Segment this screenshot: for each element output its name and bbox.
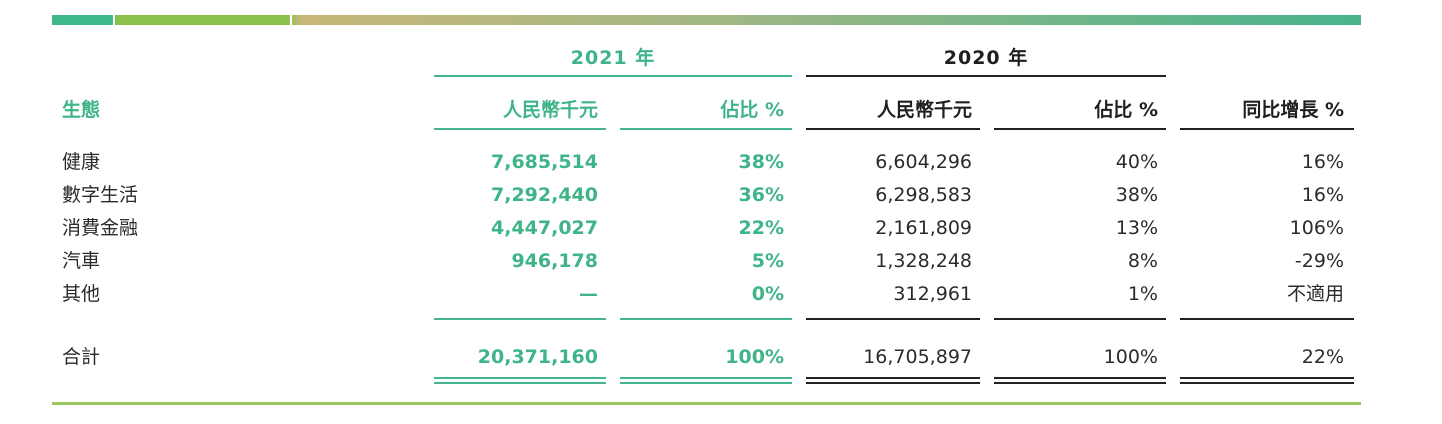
rmb-2021-value: 7,685,514 bbox=[491, 151, 598, 173]
header-rule bbox=[434, 128, 606, 130]
yoy-value: -29% bbox=[1294, 250, 1344, 272]
year-2020-heading: 2020 年 bbox=[943, 47, 1029, 69]
pct-2021-value: 38% bbox=[738, 151, 784, 173]
total-double-rule bbox=[806, 377, 980, 379]
color-bar-notch bbox=[290, 15, 292, 25]
total-rmb-2020: 16,705,897 bbox=[863, 346, 972, 368]
rmb-2021-value: 7,292,440 bbox=[491, 184, 598, 206]
rmb-2020-value: 6,604,296 bbox=[875, 151, 972, 173]
total-double-rule bbox=[434, 382, 606, 384]
rmb-2021-value: 946,178 bbox=[511, 250, 598, 272]
segment-label: 其他 bbox=[62, 283, 101, 305]
pct-2020-value: 13% bbox=[1115, 217, 1158, 239]
segment-label: 數字生活 bbox=[62, 184, 139, 206]
column-header-rmb-2021: 人民幣千元 bbox=[502, 99, 598, 121]
subtotal-rule bbox=[434, 318, 606, 320]
pct-2021-value: 22% bbox=[738, 217, 784, 239]
color-bar-notch bbox=[113, 15, 115, 25]
footer-rule bbox=[52, 402, 1361, 405]
year-2020-rule bbox=[806, 75, 1166, 77]
segment-label: 消費金融 bbox=[62, 217, 139, 239]
year-2021-rule bbox=[434, 75, 792, 77]
column-header-rmb-2020: 人民幣千元 bbox=[876, 99, 972, 121]
total-pct-2021: 100% bbox=[725, 346, 784, 368]
rmb-2020-value: 1,328,248 bbox=[875, 250, 972, 272]
total-rmb-2021: 20,371,160 bbox=[477, 346, 598, 368]
pct-2021-value: 36% bbox=[738, 184, 784, 206]
subtotal-rule bbox=[1180, 318, 1354, 320]
subtotal-rule bbox=[620, 318, 792, 320]
subtotal-rule bbox=[994, 318, 1166, 320]
header-rule bbox=[994, 128, 1166, 130]
column-header-segment: 生態 bbox=[62, 99, 101, 121]
rmb-2021-value: 4,447,027 bbox=[491, 217, 598, 239]
rmb-2020-value: 312,961 bbox=[893, 283, 972, 305]
yoy-value: 106% bbox=[1289, 217, 1344, 239]
column-header-yoy: 同比增長 % bbox=[1242, 99, 1344, 121]
yoy-value: 不適用 bbox=[1286, 283, 1344, 305]
yoy-value: 16% bbox=[1301, 184, 1344, 206]
header-rule bbox=[1180, 128, 1354, 130]
total-yoy: 22% bbox=[1301, 346, 1344, 368]
total-double-rule bbox=[1180, 382, 1354, 384]
column-header-pct-2021: 佔比 % bbox=[720, 99, 784, 121]
pct-2020-value: 38% bbox=[1115, 184, 1158, 206]
header-rule bbox=[806, 128, 980, 130]
segment-label: 健康 bbox=[62, 151, 101, 173]
rmb-2020-value: 2,161,809 bbox=[875, 217, 972, 239]
total-pct-2020: 100% bbox=[1103, 346, 1158, 368]
yoy-value: 16% bbox=[1301, 151, 1344, 173]
subtotal-rule bbox=[806, 318, 980, 320]
pct-2020-value: 40% bbox=[1115, 151, 1158, 173]
header-rule bbox=[620, 128, 792, 130]
total-double-rule bbox=[620, 377, 792, 379]
total-double-rule bbox=[994, 377, 1166, 379]
pct-2020-value: 1% bbox=[1127, 283, 1158, 305]
total-label: 合計 bbox=[62, 346, 101, 368]
total-double-rule bbox=[434, 377, 606, 379]
total-double-rule bbox=[620, 382, 792, 384]
total-double-rule bbox=[1180, 377, 1354, 379]
rmb-2021-value: — bbox=[579, 283, 598, 305]
pct-2021-value: 0% bbox=[751, 283, 784, 305]
year-2021-heading: 2021 年 bbox=[570, 47, 656, 69]
total-double-rule bbox=[994, 382, 1166, 384]
segment-label: 汽車 bbox=[62, 250, 101, 272]
pct-2021-value: 5% bbox=[751, 250, 784, 272]
header-color-bar bbox=[52, 15, 1361, 25]
column-header-pct-2020: 佔比 % bbox=[1094, 99, 1158, 121]
rmb-2020-value: 6,298,583 bbox=[875, 184, 972, 206]
pct-2020-value: 8% bbox=[1127, 250, 1158, 272]
total-double-rule bbox=[806, 382, 980, 384]
